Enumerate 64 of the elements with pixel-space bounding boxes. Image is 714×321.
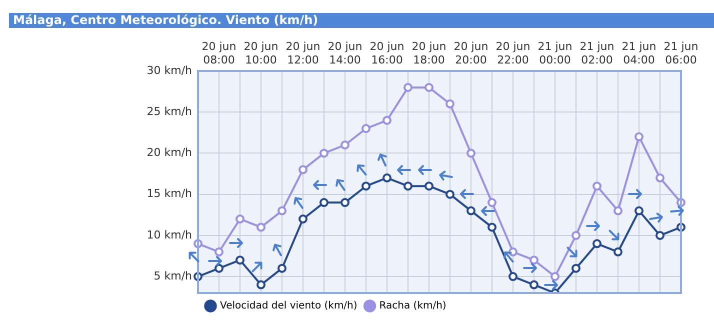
point <box>634 132 644 142</box>
y-tick-label: 10 km/h <box>146 228 192 242</box>
point <box>340 140 350 150</box>
point <box>424 182 434 191</box>
point <box>404 82 412 92</box>
y-tick-label: 5 km/h <box>154 269 192 282</box>
point <box>614 247 622 256</box>
point <box>656 173 664 182</box>
y-tick-label: 15 km/h <box>146 187 192 200</box>
x-tick-label: 20 jun 20:00 <box>454 40 488 66</box>
legend-label: Velocidad del viento (km/h) <box>220 300 358 312</box>
x-tick-label: 21 jun 00:00 <box>538 40 572 66</box>
point <box>320 148 328 158</box>
point <box>592 182 602 191</box>
point <box>446 99 454 108</box>
point <box>382 173 392 182</box>
point <box>488 222 496 232</box>
point <box>256 222 266 232</box>
x-tick-label: 20 jun 14:00 <box>328 40 362 66</box>
x-tick-label: 21 jun 02:00 <box>580 40 614 66</box>
point <box>298 214 308 224</box>
point <box>424 82 434 92</box>
x-tick-label: 20 jun 16:00 <box>370 40 404 66</box>
point <box>340 198 350 208</box>
chart-title: Málaga, Centro Meteorológico. Viento (km/h) <box>9 13 714 28</box>
point <box>278 264 286 273</box>
point <box>214 264 224 273</box>
point <box>592 239 602 248</box>
point <box>404 182 412 191</box>
point <box>508 247 518 256</box>
point <box>634 206 644 216</box>
point <box>320 198 328 208</box>
point <box>362 182 370 191</box>
point <box>214 247 224 256</box>
point <box>362 124 370 134</box>
point <box>256 280 266 290</box>
y-tick-label: 30 km/h <box>146 64 192 77</box>
point <box>278 206 286 216</box>
point <box>488 198 496 208</box>
point <box>656 230 664 240</box>
x-tick-label: 20 jun 10:00 <box>244 40 278 66</box>
y-tick-label: 20 km/h <box>146 146 192 160</box>
point <box>614 206 622 216</box>
point <box>572 230 580 240</box>
point <box>466 206 476 216</box>
x-tick-label: 20 jun 18:00 <box>412 40 446 66</box>
x-tick-label: 21 jun 04:00 <box>622 40 656 66</box>
point <box>236 214 244 224</box>
point <box>236 256 244 265</box>
point <box>508 272 518 282</box>
point <box>550 272 560 282</box>
x-tick-label: 21 jun 06:00 <box>664 40 698 66</box>
point <box>530 280 538 290</box>
x-tick-label: 20 jun 12:00 <box>286 40 320 66</box>
point <box>466 148 476 158</box>
point <box>446 190 454 199</box>
point <box>572 264 580 273</box>
y-tick-label: 25 km/h <box>146 104 192 118</box>
point <box>530 256 538 265</box>
point <box>298 165 308 174</box>
x-tick-label: 20 jun 08:00 <box>202 40 236 66</box>
x-tick-label: 20 jun 22:00 <box>496 40 530 66</box>
point <box>382 116 392 125</box>
legend-label: Racha (km/h) <box>379 300 446 312</box>
